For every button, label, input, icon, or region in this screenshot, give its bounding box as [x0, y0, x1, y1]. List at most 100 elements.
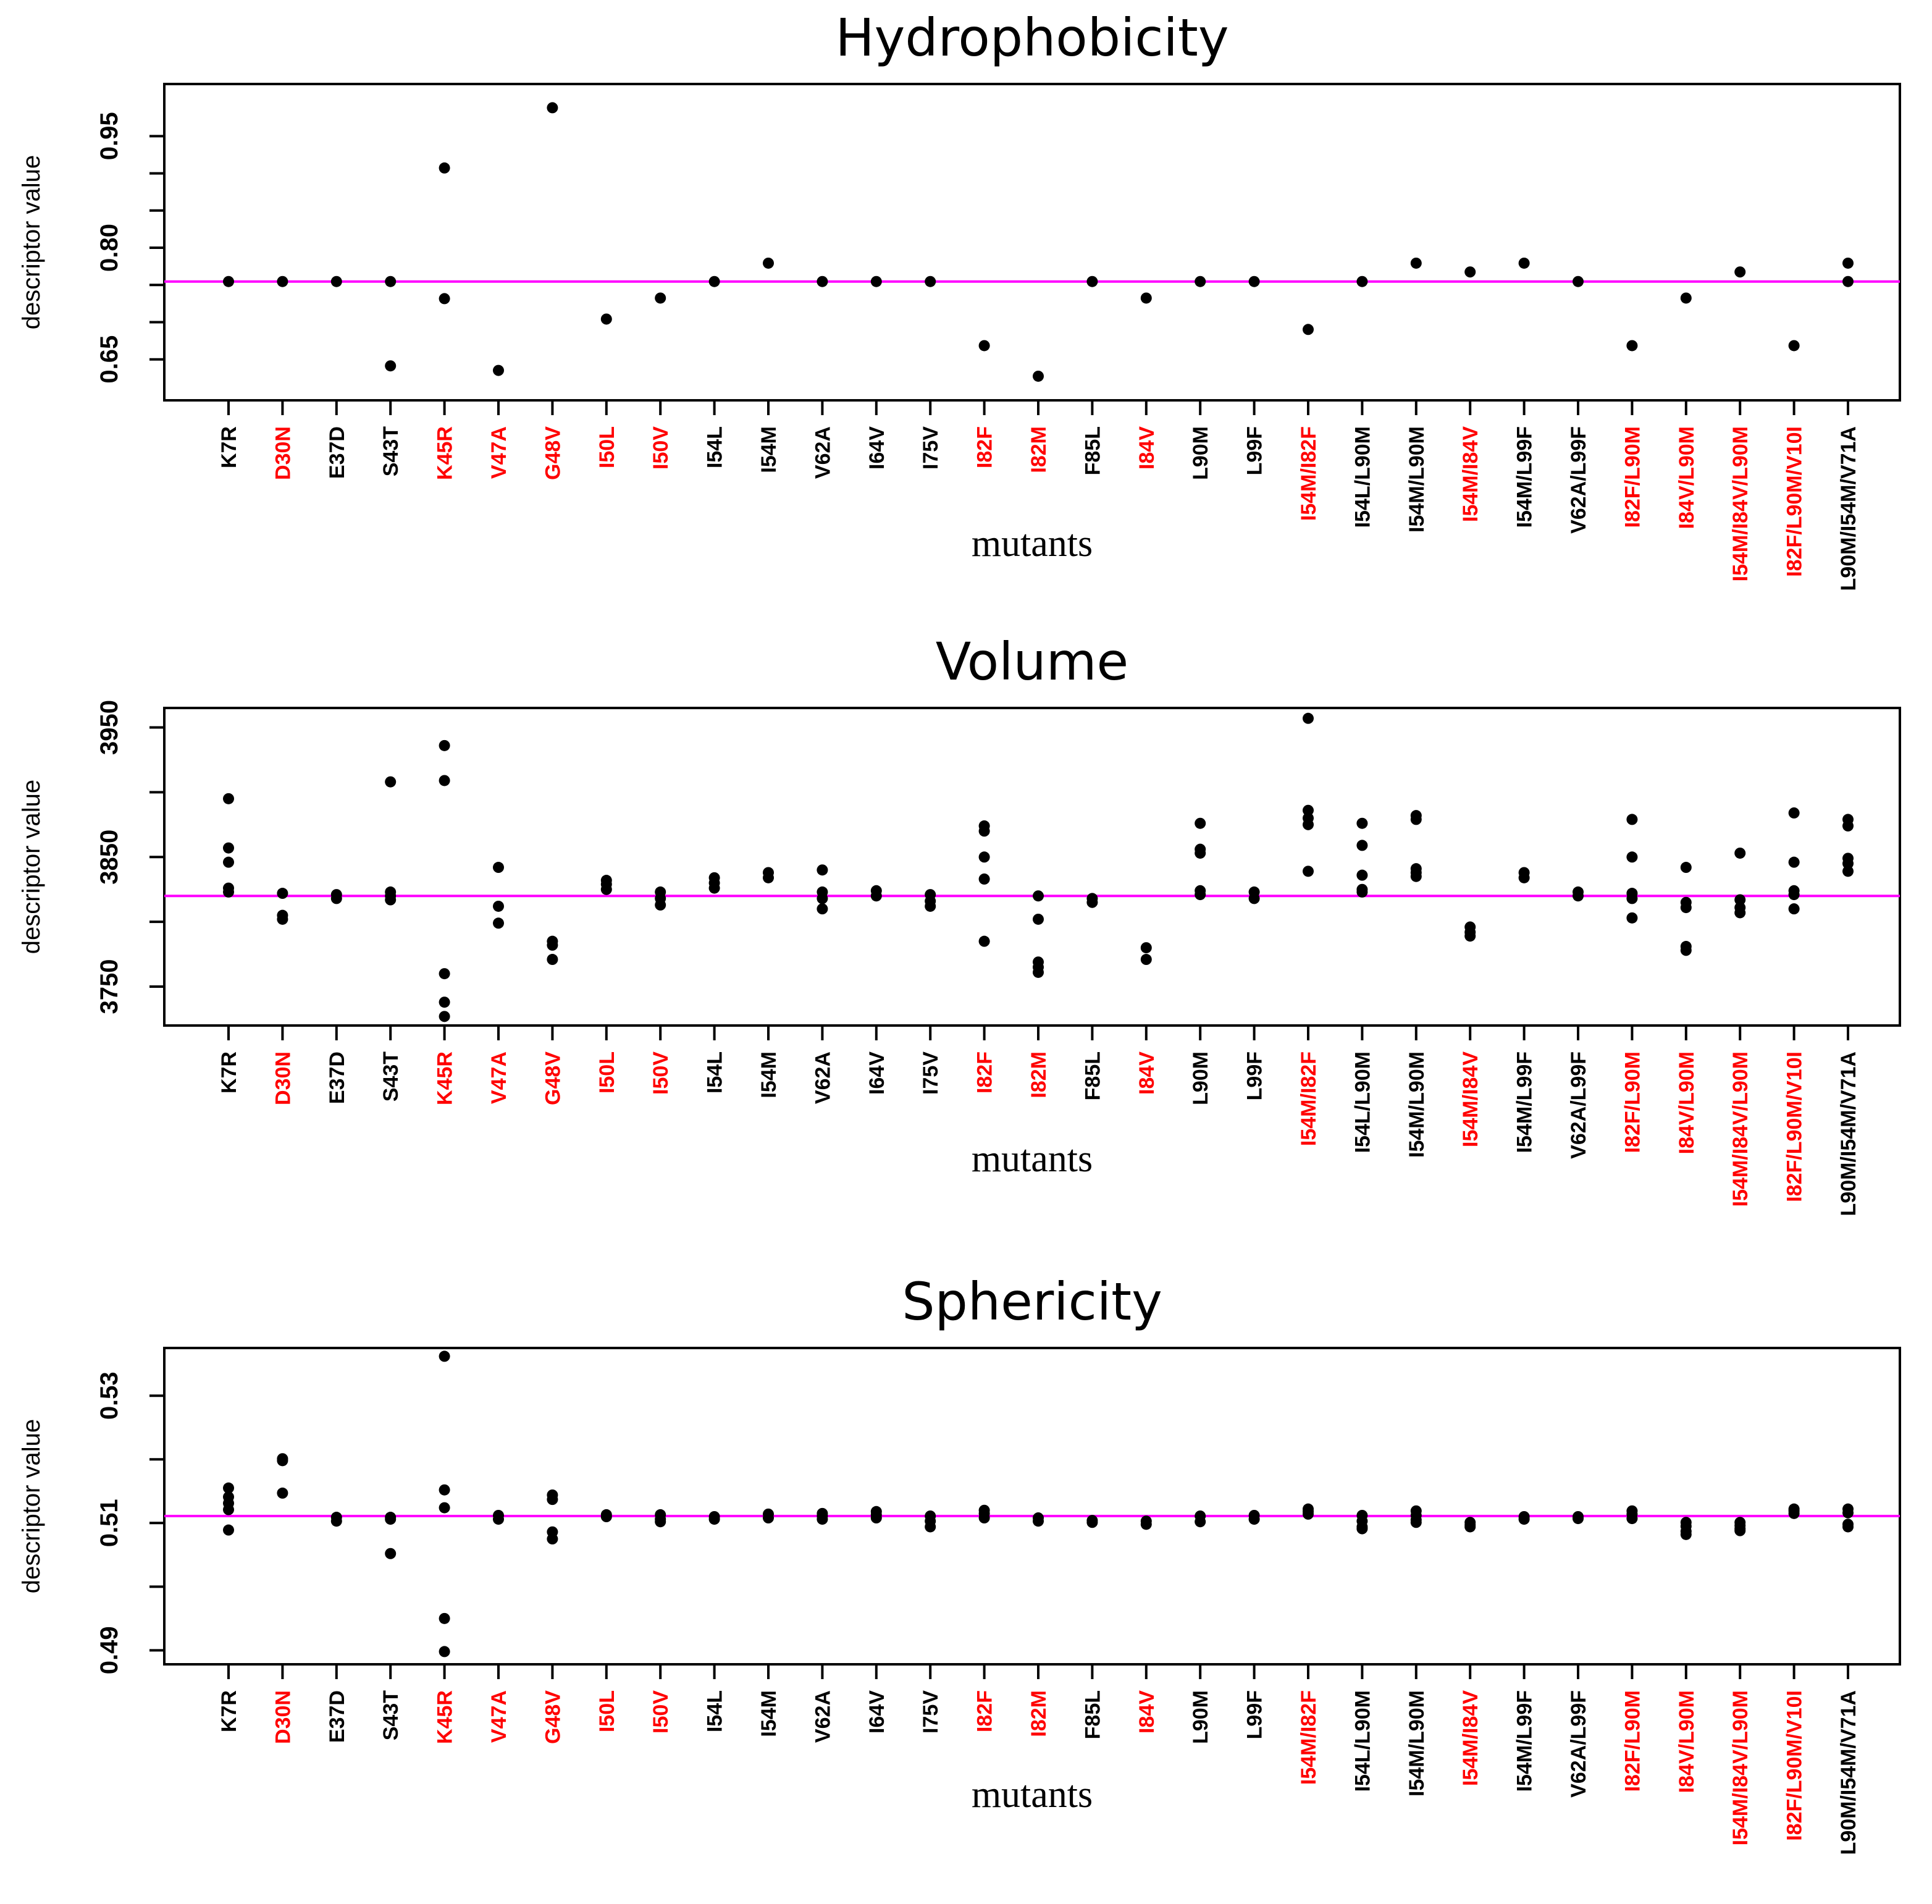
y-tick-label: 0.65 — [96, 335, 123, 384]
data-point — [223, 1482, 234, 1494]
data-point — [439, 775, 450, 786]
y-tick-label: 3750 — [96, 959, 123, 1014]
data-point — [385, 1548, 397, 1559]
x-tick-label: G48V — [541, 1051, 565, 1105]
x-tick-label: I84V — [1135, 426, 1159, 470]
data-point — [655, 1516, 666, 1528]
data-point — [1734, 1525, 1746, 1536]
data-point — [1626, 340, 1638, 352]
x-tick-label: F85L — [1081, 426, 1104, 475]
data-point — [439, 968, 450, 980]
x-tick-label: I82F — [973, 1051, 997, 1093]
data-point — [1626, 851, 1638, 863]
data-point — [1033, 370, 1044, 382]
x-axis-label: mutants — [972, 523, 1093, 565]
x-tick-label: I75V — [919, 1051, 943, 1095]
data-point — [1195, 847, 1206, 859]
data-point — [277, 1455, 288, 1467]
x-tick-label: I82F/L90M/V10I — [1783, 426, 1807, 577]
data-point — [439, 996, 450, 1008]
data-point — [978, 1512, 990, 1524]
data-point — [1680, 945, 1692, 956]
plot-frame — [163, 83, 1901, 402]
data-point — [1303, 1508, 1314, 1520]
data-point — [330, 276, 342, 287]
x-tick-label: I82F/L90M — [1621, 1051, 1644, 1153]
x-tick-label: L99F — [1243, 426, 1267, 475]
x-tick-label: E37D — [326, 1051, 349, 1104]
x-tick-label: I75V — [919, 1690, 943, 1733]
x-tick-label: I54M/L99F — [1513, 1051, 1537, 1153]
data-point — [763, 872, 774, 883]
plot-frame — [163, 707, 1901, 1027]
y-tick-label: 0.95 — [96, 112, 123, 160]
data-point — [1303, 819, 1314, 830]
x-tick-label: L99F — [1243, 1051, 1267, 1100]
data-point — [493, 862, 504, 874]
data-point — [1248, 893, 1260, 904]
x-tick-label: I64V — [865, 1690, 889, 1733]
data-point — [493, 1514, 504, 1525]
x-tick-label: G48V — [541, 1690, 565, 1744]
data-point — [1195, 889, 1206, 901]
data-point — [547, 102, 558, 114]
x-tick-label: I82F — [973, 1690, 997, 1732]
x-tick-label: L90M/I54M/V71A — [1837, 1690, 1860, 1855]
data-point — [277, 913, 288, 925]
data-point — [547, 939, 558, 951]
chart-title: Sphericity — [902, 1271, 1162, 1332]
data-point — [439, 1011, 450, 1022]
plot-frame — [163, 1347, 1901, 1666]
data-point — [1518, 257, 1530, 269]
x-tick-label: I54M/L90M — [1405, 1051, 1429, 1158]
x-tick-label: L90M — [1189, 1690, 1212, 1744]
data-point — [1573, 890, 1584, 902]
data-point — [1033, 1515, 1044, 1527]
data-point — [978, 935, 990, 947]
data-point — [1086, 896, 1098, 908]
data-point — [1356, 886, 1368, 898]
data-point — [1680, 1528, 1692, 1540]
data-point — [1464, 266, 1476, 278]
x-tick-label: I54M/I84V/L90M — [1729, 426, 1752, 581]
data-point — [277, 888, 288, 899]
y-tick-label: 3850 — [96, 830, 123, 885]
data-point — [1788, 807, 1800, 819]
data-point — [385, 276, 397, 287]
x-tick-label: I54M/I84V/L90M — [1729, 1690, 1752, 1845]
data-point — [547, 1533, 558, 1545]
x-tick-label: L90M/I54M/V71A — [1837, 426, 1860, 591]
data-point — [655, 292, 666, 304]
data-point — [817, 903, 828, 915]
x-tick-label: I50L — [595, 1690, 619, 1732]
data-point — [1356, 869, 1368, 881]
x-tick-label: K45R — [434, 1051, 457, 1105]
data-point — [1734, 894, 1746, 906]
data-point — [1680, 292, 1692, 304]
x-tick-label: S43T — [379, 1690, 403, 1740]
x-tick-label: I64V — [865, 1051, 889, 1095]
data-point — [1680, 862, 1692, 874]
data-point — [223, 842, 234, 854]
x-tick-label: V62A — [811, 1051, 834, 1104]
data-point — [1464, 1521, 1476, 1533]
x-tick-label: I82M — [1027, 1051, 1051, 1098]
data-point — [1734, 266, 1746, 278]
y-axis-label: descriptor value — [18, 1419, 45, 1593]
data-point — [1842, 1507, 1854, 1519]
data-point — [870, 890, 882, 902]
x-tick-label: I54M/I84V/L90M — [1729, 1051, 1752, 1207]
x-tick-label: I50V — [649, 1051, 673, 1095]
data-point — [1140, 954, 1152, 966]
x-tick-label: I82F/L90M/V10I — [1783, 1051, 1807, 1202]
x-tick-label: K45R — [434, 426, 457, 480]
x-tick-label: I54M/I84V — [1459, 426, 1482, 522]
x-tick-label: L90M — [1189, 426, 1212, 480]
data-point — [1626, 893, 1638, 904]
x-tick-label: I54M/I84V — [1459, 1051, 1482, 1147]
data-point — [708, 1514, 720, 1525]
x-tick-label: I54L/L90M — [1351, 1051, 1374, 1153]
x-tick-label: I84V/L90M — [1675, 1051, 1699, 1154]
data-point — [1195, 817, 1206, 829]
data-point — [978, 851, 990, 863]
